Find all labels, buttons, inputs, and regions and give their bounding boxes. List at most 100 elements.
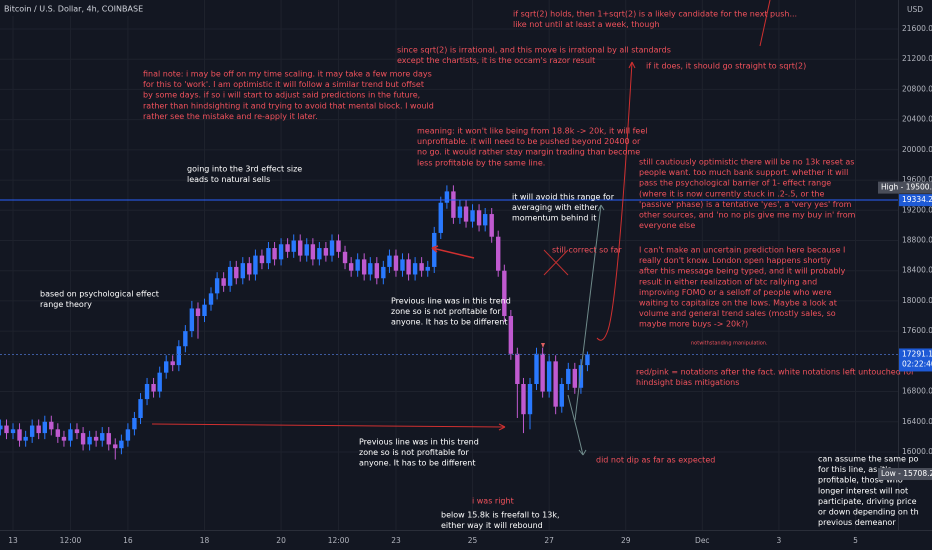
candle-body [138,399,143,418]
candle-body [202,304,207,317]
candle-body [176,346,182,366]
candle-body [412,263,418,275]
price-tag [878,181,932,194]
candle-body [463,206,469,222]
annotations: if sqrt(2) holds, then 1+sqrt(2) is a li… [40,10,919,531]
annotation-text: averaging with either [512,203,599,212]
annotation-text: below 15.8k is freefall to 13k, [441,511,560,520]
annotation-text: leads to natural sells [187,175,270,184]
candle-body [368,263,373,275]
candle-body [170,361,175,366]
annotation-text: no go. it would rather stay margin tradi… [417,148,640,157]
candle-body [183,331,188,347]
annotation-text: red/pink = notations after the fact. whi… [636,368,915,377]
y-tick-label: 16800.00 [902,387,932,396]
annotation-text: did not dip as far as expected [596,456,715,465]
candle-body [221,278,226,286]
annotation-text: if sqrt(2) holds, then 1+sqrt(2) is a li… [513,10,797,19]
candle-body [444,191,450,203]
candle-body [374,263,380,279]
candle-body [80,433,86,445]
annotation-text: volume and general trend sales (mostly s… [639,309,836,318]
candle-body [304,244,309,256]
annotation-text: really don't know. London open happens s… [639,256,831,265]
projection-curve [596,61,633,341]
candle-body [298,240,303,256]
candle-body [323,248,329,256]
candle-body [457,206,463,218]
arrow-head [498,423,506,431]
header-bg [0,0,170,16]
annotation-text: for this line, as it's [818,465,892,474]
candle-body [17,429,22,441]
candle-body [157,372,162,392]
candle-body [214,278,220,294]
y-tick-label: 19600.00 [902,175,932,184]
annotation-text: still cautiously optimistic there will b… [639,158,854,167]
candle-body [470,210,475,222]
annotation-text: previous demeanor [818,518,896,527]
grid [0,0,898,530]
candle-body [400,259,405,271]
candle-body [125,429,131,441]
y-tick-label: 21600.00 [902,24,932,33]
annotation-text: Previous line was in this trend [391,297,511,306]
y-tick-label: 18800.00 [902,235,932,244]
candle-body [482,214,488,226]
candle-body [68,429,73,441]
candle-body [578,365,584,388]
candle-body [163,361,169,373]
y-tick-label: 20400.00 [902,115,932,124]
arrow-head [431,245,439,253]
price-tag [899,194,932,207]
x-tick-label: 27 [544,536,554,545]
candle-body [259,255,265,264]
candle-body [527,383,533,415]
annotation-text: profitable, those who [818,476,903,485]
annotation-text: range theory [40,300,92,309]
candle-body [87,436,92,445]
candle-body [585,354,590,366]
annotation-text: either way it will rebound [441,521,543,530]
candle-body [151,383,156,392]
y-tick-label: 20000.00 [902,145,932,154]
candle-body [49,421,54,430]
candle-body [393,255,399,271]
x-tick-label: 13 [8,536,18,545]
price-tag-label: 17291.15 [902,349,932,358]
candle-body [291,240,296,252]
y-tick-label: 21200.00 [902,54,932,63]
marker [541,343,545,348]
candle-body [329,240,335,256]
candle-body [381,266,386,279]
candle-body [502,270,507,317]
annotation-text: improving FOMO or a selloff of people wh… [639,288,832,297]
annotation-text: everyone else [639,221,695,230]
y-tick-label: 19200.00 [902,205,932,214]
candle-body [42,421,48,434]
x-tick-label: 23 [391,536,401,545]
axes: 16000.00 16400.00 16800.00 17600.00 18000.00… [8,24,932,545]
candle-body [189,308,195,332]
annotation-text: pass the psychological barrier of 1- eff… [639,179,831,188]
currency: USD [907,5,923,14]
x-tick-label: 5 [853,536,858,545]
x-tick-label: 29 [621,536,631,545]
candle-body [361,259,367,275]
annotation-text: final note: i may be off on my time scal… [143,70,432,79]
x-tick-label: 12:00 [60,536,82,545]
chart-title: Bitcoin / U.S. Dollar, 4h, COINBASE [4,5,143,14]
candle-body [342,251,348,264]
candle-body [451,191,456,218]
annotation-text: anyone. It has to be different [391,318,508,327]
candle-body [348,263,354,271]
candle-body [253,255,258,275]
x-tick-label: 3 [777,536,782,545]
annotation-text: maybe more buys -> 20k?) [639,320,748,329]
annotation-text: or down depending on th [818,508,919,517]
candle-body [195,308,201,317]
candle-body [553,361,558,407]
annotation-text: notwithstanding manipulation. [691,341,768,347]
arrow-head [597,204,605,212]
